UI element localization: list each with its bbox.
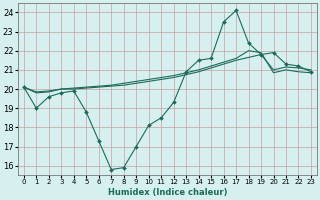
- X-axis label: Humidex (Indice chaleur): Humidex (Indice chaleur): [108, 188, 227, 197]
